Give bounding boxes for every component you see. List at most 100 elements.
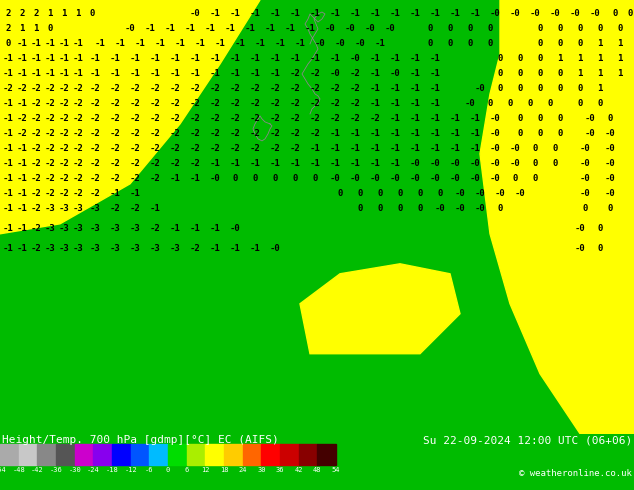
Text: -3: -3: [58, 204, 69, 213]
Text: -1: -1: [410, 9, 420, 19]
Bar: [150, 444, 168, 465]
Text: -1: -1: [165, 24, 176, 33]
Text: -1: -1: [3, 114, 13, 123]
Text: -2: -2: [58, 189, 69, 198]
Text: -1: -1: [210, 159, 221, 169]
Text: -2: -2: [250, 114, 261, 123]
Text: -3: -3: [58, 245, 69, 253]
Text: 0: 0: [488, 99, 493, 108]
Text: -2: -2: [330, 84, 340, 94]
Text: 0: 0: [612, 9, 618, 19]
Text: -1: -1: [410, 70, 420, 78]
Text: -2: -2: [58, 129, 69, 138]
Text: 0: 0: [252, 174, 257, 183]
Text: -2: -2: [89, 114, 100, 123]
Text: -2: -2: [44, 129, 55, 138]
Text: -2: -2: [370, 114, 380, 123]
Text: -0: -0: [465, 99, 476, 108]
Bar: [112, 444, 131, 465]
Text: -0: -0: [325, 24, 335, 33]
Bar: [131, 444, 150, 465]
Text: -2: -2: [150, 99, 160, 108]
Text: 0: 0: [358, 189, 363, 198]
Text: -1: -1: [430, 70, 441, 78]
Text: -2: -2: [250, 145, 261, 153]
Text: -1: -1: [245, 24, 256, 33]
Text: -1: -1: [450, 129, 460, 138]
Text: -1: -1: [390, 129, 401, 138]
Text: -0: -0: [489, 9, 500, 19]
Text: -1: -1: [349, 145, 360, 153]
Text: -1: -1: [309, 145, 320, 153]
Text: -2: -2: [269, 84, 280, 94]
Text: -1: -1: [370, 9, 380, 19]
Text: -0: -0: [495, 189, 505, 198]
Text: -1: -1: [255, 40, 266, 49]
Text: -3: -3: [73, 204, 84, 213]
Text: -1: -1: [349, 159, 360, 169]
Text: 1: 1: [48, 9, 53, 19]
Text: 0: 0: [377, 204, 383, 213]
Text: -1: -1: [230, 245, 240, 253]
Text: 1: 1: [597, 84, 603, 94]
Text: -1: -1: [230, 70, 240, 78]
Polygon shape: [300, 264, 460, 354]
Text: -1: -1: [129, 189, 140, 198]
Text: -3: -3: [73, 245, 84, 253]
Text: 0: 0: [517, 70, 522, 78]
Text: -1: -1: [430, 99, 441, 108]
Text: 1: 1: [618, 54, 623, 63]
Text: -3: -3: [44, 204, 55, 213]
Text: -1: -1: [430, 54, 441, 63]
Text: 1: 1: [597, 70, 603, 78]
Text: -1: -1: [390, 145, 401, 153]
Text: -3: -3: [44, 224, 55, 233]
Bar: [318, 444, 336, 465]
Text: -2: -2: [44, 145, 55, 153]
Text: -2: -2: [309, 99, 320, 108]
Text: -1: -1: [3, 99, 13, 108]
Text: -2: -2: [150, 145, 160, 153]
Text: -1: -1: [129, 54, 140, 63]
Text: -1: -1: [470, 9, 481, 19]
Text: 0: 0: [618, 24, 623, 33]
Text: 0: 0: [533, 145, 538, 153]
Text: -2: -2: [30, 145, 41, 153]
Text: -2: -2: [269, 99, 280, 108]
Text: -1: -1: [309, 9, 320, 19]
Text: 0: 0: [517, 54, 522, 63]
Text: -1: -1: [250, 245, 261, 253]
Text: -1: -1: [330, 54, 340, 63]
Text: -0: -0: [605, 129, 616, 138]
Text: 0: 0: [607, 114, 612, 123]
Text: -1: -1: [170, 54, 181, 63]
Text: -0: -0: [605, 145, 616, 153]
Text: 1: 1: [19, 24, 25, 33]
Text: -1: -1: [309, 54, 320, 63]
Text: 0: 0: [557, 129, 563, 138]
Text: 0: 0: [313, 174, 318, 183]
Text: -2: -2: [58, 99, 69, 108]
Text: -2: -2: [73, 129, 84, 138]
Text: -2: -2: [349, 114, 360, 123]
Text: -1: -1: [58, 40, 69, 49]
Text: -1: -1: [250, 70, 261, 78]
Text: -1: -1: [370, 84, 380, 94]
Text: -1: -1: [16, 70, 27, 78]
Text: 0: 0: [512, 174, 518, 183]
Text: -0: -0: [470, 174, 481, 183]
Text: -2: -2: [210, 114, 221, 123]
Text: 1: 1: [618, 40, 623, 49]
Text: -2: -2: [150, 224, 160, 233]
Text: -0: -0: [410, 159, 420, 169]
Text: -2: -2: [73, 174, 84, 183]
Text: 0: 0: [578, 99, 583, 108]
Text: -1: -1: [3, 224, 13, 233]
Text: -1: -1: [290, 54, 301, 63]
Text: -2: -2: [250, 84, 261, 94]
Text: -0: -0: [269, 245, 280, 253]
Text: -0: -0: [190, 9, 200, 19]
Text: 0: 0: [582, 204, 588, 213]
Text: -2: -2: [349, 99, 360, 108]
Text: -0: -0: [585, 114, 595, 123]
